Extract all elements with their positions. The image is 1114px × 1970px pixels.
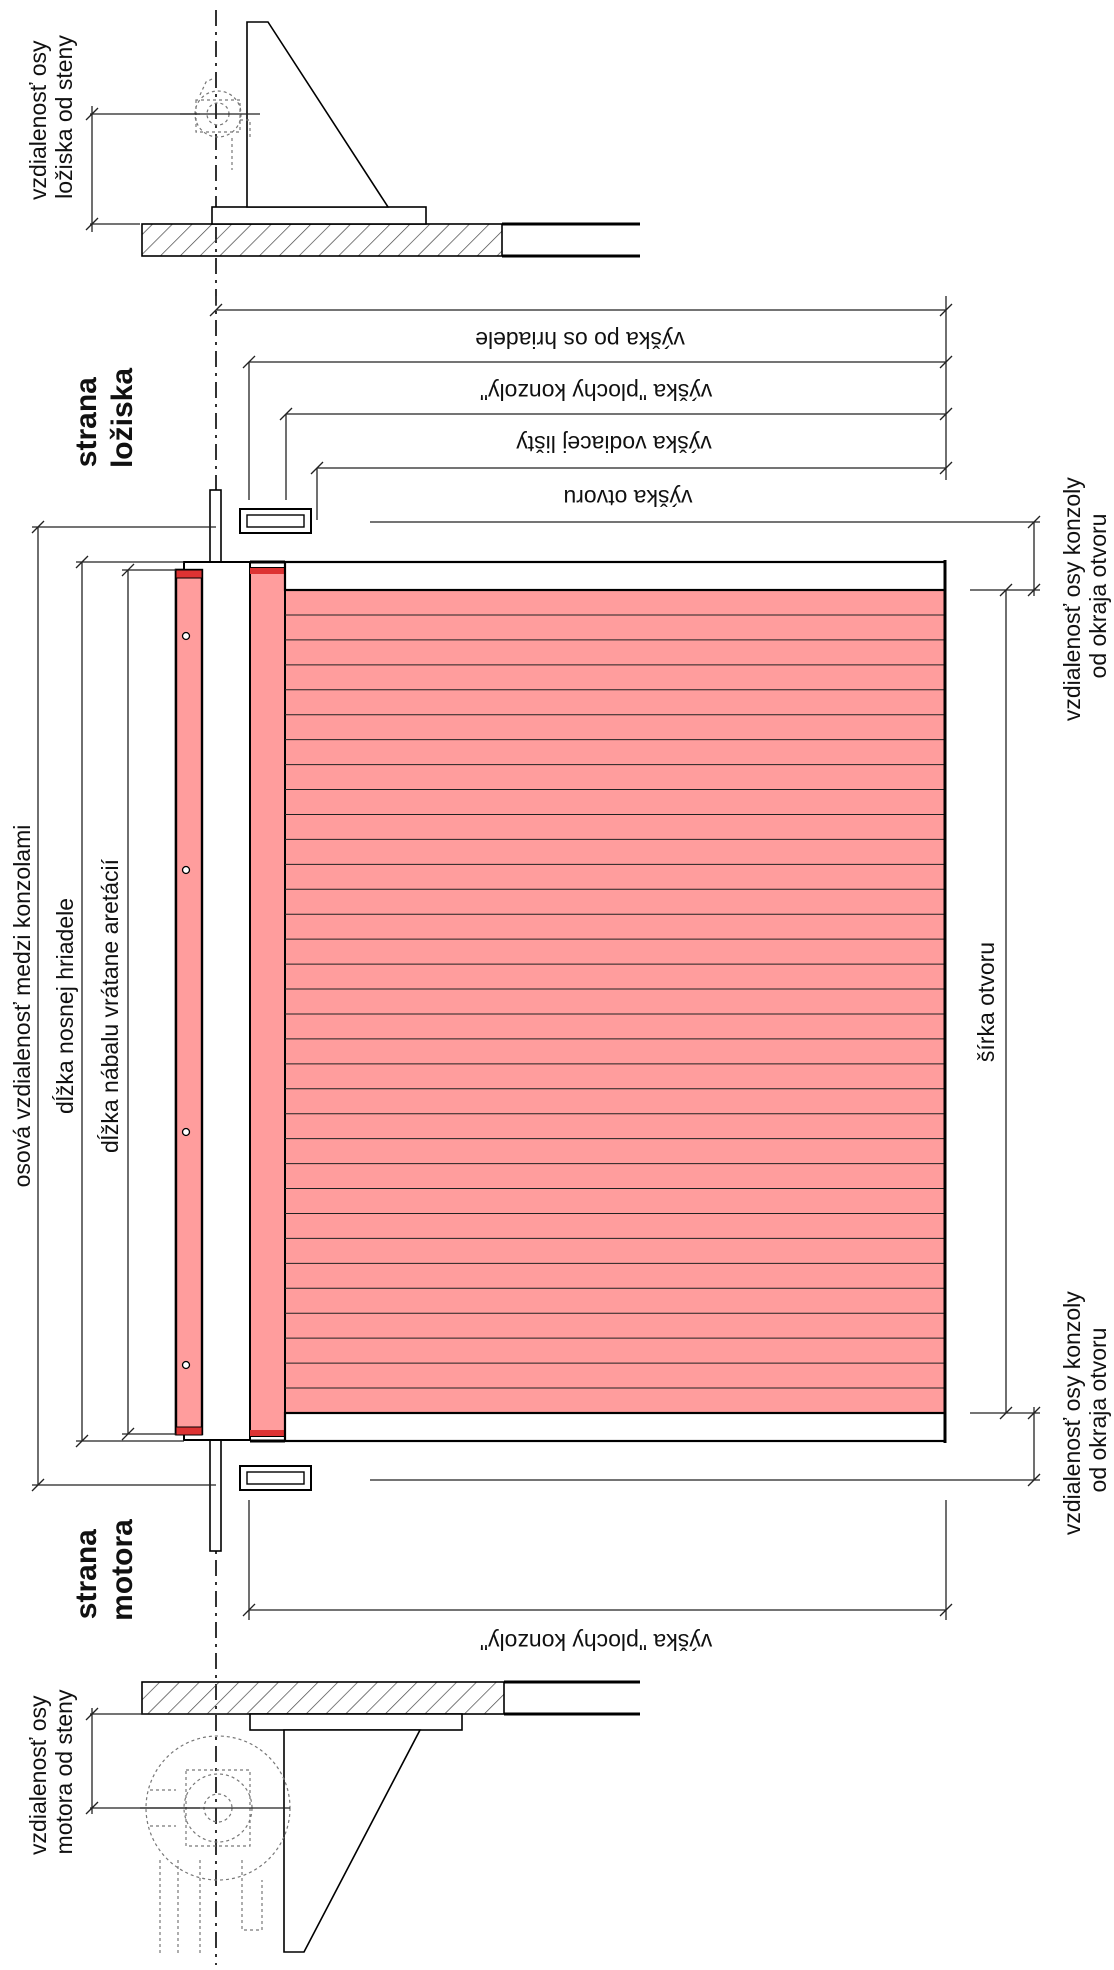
- door-curtain-panel: [284, 589, 946, 1414]
- bracket-base-plate-top: [211, 206, 427, 225]
- motor-side-label: strana motora: [70, 1519, 139, 1621]
- wall-section-top: [141, 223, 503, 257]
- bearing-side-detail: vzdialenosť osy ložiska od steny: [25, 21, 640, 258]
- height-shaft-axis-label: výška po os hriadele: [475, 327, 685, 353]
- door-curtain: [249, 567, 286, 1437]
- wall-section-bottom: [141, 1681, 505, 1715]
- bracket-gusset-top: [246, 21, 390, 208]
- wall-motor-axis-label: vzdialenosť osy motora od steny: [25, 1689, 77, 1855]
- width-dimensions: šírka otvoru vzdialenosť osy konzoly od …: [370, 471, 1111, 1535]
- motor-side-detail: vzdialenosť osy motora od steny: [25, 1680, 640, 1955]
- height-dimension-bottom: výška "plochy konzoly": [242, 1500, 953, 1655]
- bearing-side-label: strana ložiska: [70, 368, 139, 468]
- bracket-base-plate-bottom: [249, 1713, 463, 1731]
- curtain-slats: [285, 614, 945, 1389]
- height-bracket-bottom-label: výška "plochy konzoly": [480, 1629, 712, 1655]
- length-dimensions: osová vzdialenosť medzi konzolami dĺžka …: [9, 520, 216, 1492]
- height-dimensions-top: výška po os hriadele výška "plochy konzo…: [209, 296, 953, 520]
- axial-distance-label: osová vzdialenosť medzi konzolami: [9, 825, 35, 1188]
- bracket-offset-bottom-label: vzdialenosť osy konzoly od okraja otvoru: [1059, 1285, 1111, 1535]
- bracket-offset-top-label: vzdialenosť osy konzoly od okraja otvoru: [1059, 471, 1111, 721]
- opening-width-label: šírka otvoru: [973, 942, 999, 1062]
- height-bracket-top-label: výška "plochy konzoly": [480, 379, 712, 405]
- winding-length-label: dĺžka nábalu vrátane aretácií: [96, 858, 123, 1153]
- height-opening-label: výška otvoru: [563, 485, 692, 511]
- guide-channel-top: [283, 560, 947, 592]
- wall-bearing-axis-label: vzdialenosť osy ložiska od steny: [25, 34, 77, 200]
- height-guide-rail-label: výška vodiacej lišty: [516, 431, 712, 457]
- bearing-outline: [194, 77, 251, 170]
- motor-outline: [145, 1735, 291, 1955]
- door-assembly: [174, 489, 947, 1552]
- bracket-gusset-bottom: [283, 1729, 422, 1953]
- shaft-length-label: dĺžka nosnej hriadele: [51, 898, 78, 1114]
- guide-channel-bottom: [283, 1411, 947, 1443]
